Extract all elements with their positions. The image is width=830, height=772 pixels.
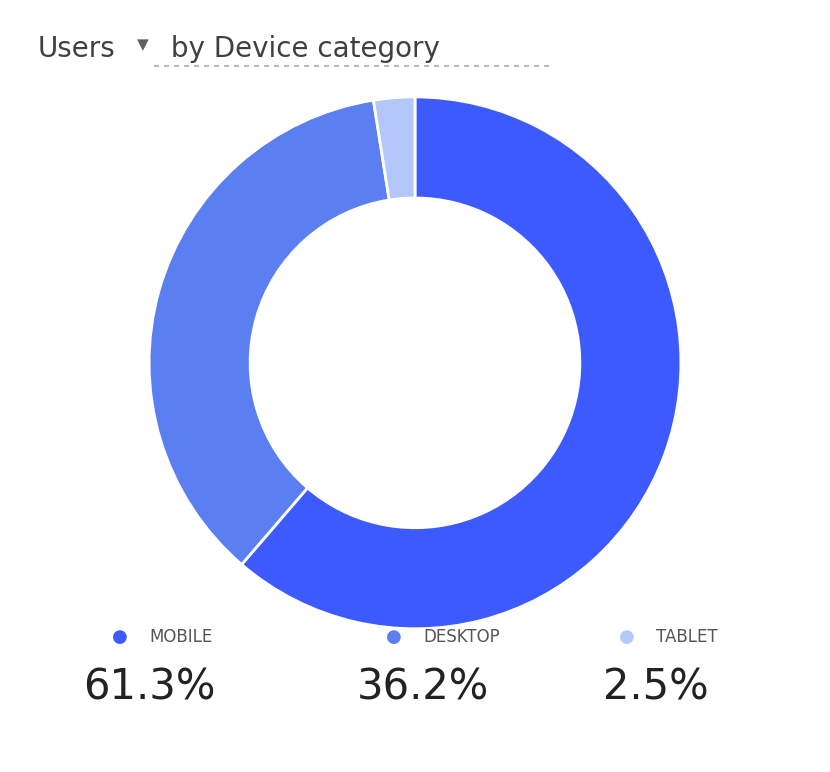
Text: ●: ● [619,628,634,646]
Text: ▼: ▼ [137,37,149,52]
Text: DESKTOP: DESKTOP [423,628,500,646]
Text: TABLET: TABLET [656,628,717,646]
Text: MOBILE: MOBILE [149,628,212,646]
Text: 61.3%: 61.3% [83,666,216,708]
Wedge shape [242,97,681,628]
Text: ●: ● [113,628,128,646]
Text: ●: ● [387,628,402,646]
Text: Users: Users [37,35,115,63]
Text: by Device category: by Device category [162,35,440,63]
Text: 36.2%: 36.2% [357,666,490,708]
Wedge shape [149,100,389,564]
Text: 2.5%: 2.5% [603,666,709,708]
Wedge shape [374,97,415,200]
